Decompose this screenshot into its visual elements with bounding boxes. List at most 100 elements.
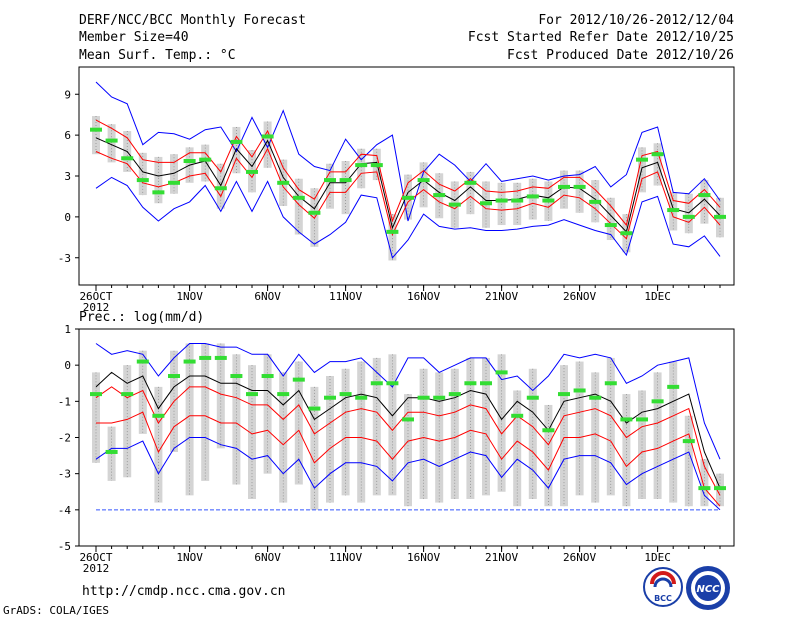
observation-marker <box>183 359 196 364</box>
observation-marker <box>152 190 165 195</box>
observation-marker <box>105 138 118 143</box>
ensemble-bar <box>419 162 428 208</box>
ncc-logo-text: NCC <box>696 584 720 595</box>
y-tick-label: 0 <box>64 359 71 372</box>
observation-marker <box>573 388 586 393</box>
ensemble-bar <box>606 357 615 496</box>
observation-marker <box>308 406 321 411</box>
observation-marker <box>526 194 539 199</box>
observation-marker <box>542 198 555 203</box>
ensemble-mean-line <box>95 137 721 233</box>
observation-marker <box>261 374 274 379</box>
ensemble-bar <box>170 154 178 194</box>
forecast-period: For 2012/10/26-2012/12/04 <box>538 13 734 28</box>
observation-marker <box>324 178 336 183</box>
ensemble-bar <box>263 121 272 168</box>
ensemble-bar <box>357 148 366 189</box>
observation-marker <box>604 381 617 386</box>
observation-marker <box>402 195 414 200</box>
x-tick-label: 16NOV <box>407 551 440 564</box>
precip-chart-title: Prec.: log(mm/d) <box>79 310 204 325</box>
y-tick-label: -3 <box>58 468 71 481</box>
ensemble-bar <box>404 394 412 507</box>
ensemble-bar <box>700 459 709 507</box>
y-tick-label: 0 <box>64 211 71 224</box>
bcc-logo: BCC <box>643 567 683 607</box>
x-tick-label: 21NOV <box>485 551 518 564</box>
observation-marker <box>511 413 524 418</box>
observation-marker <box>277 392 290 397</box>
ensemble-bar <box>497 354 506 492</box>
precipitation-chart: 1 0 -1 -2 -3 -4 -5 26OCT 1NOV 6NOV 11NOV 16NOV 21NOV… <box>58 323 735 575</box>
observation-marker <box>636 417 648 422</box>
observation-marker <box>246 169 258 174</box>
observation-marker <box>495 198 508 203</box>
observation-marker <box>620 231 633 236</box>
y-tick-label: 9 <box>64 88 71 101</box>
y-tick-label: -5 <box>58 540 71 553</box>
observation-marker <box>136 178 149 183</box>
observation-marker <box>651 399 664 404</box>
observation-marker <box>90 392 102 397</box>
ensemble-bar <box>669 361 678 503</box>
observation-marker <box>480 201 492 206</box>
upper-spread-line <box>95 386 721 496</box>
y-tick-label: -3 <box>58 252 71 265</box>
observation-marker <box>199 355 212 360</box>
observation-marker <box>230 139 243 144</box>
ensemble-bar <box>138 350 147 434</box>
fcst-start-date: Fcst Started Refer Date 2012/10/25 <box>468 30 734 45</box>
observation-marker <box>292 377 305 382</box>
y-tick-label: 1 <box>64 323 71 336</box>
observation-marker <box>261 134 274 139</box>
fcst-produced-date: Fcst Produced Date 2012/10/26 <box>507 48 734 63</box>
x-tick-label: 1NOV <box>176 551 203 564</box>
observation-marker <box>230 374 243 379</box>
upper-spread-line <box>95 119 721 227</box>
ensemble-bar <box>684 193 693 234</box>
observation-marker <box>90 127 102 132</box>
member-size-label: Member Size=40 <box>79 30 189 45</box>
temperature-chart: 9 6 3 0 -3 26OCT 1NOV 6NOV 11NOV 16NOV 21NOV 26NOV 1… <box>58 66 735 314</box>
observation-marker <box>495 370 508 375</box>
ensemble-bar <box>326 163 334 209</box>
x-tick-label: 1DEC <box>644 551 671 564</box>
ensemble-bar <box>263 354 272 474</box>
observation-marker <box>168 374 180 379</box>
source-url[interactable]: http://cmdp.ncc.cma.gov.cn <box>82 584 286 599</box>
ensemble-bar <box>279 372 288 503</box>
ensemble-bar <box>216 343 225 449</box>
ensemble-bar <box>528 178 537 220</box>
x-tick-label: 6NOV <box>254 290 281 303</box>
ensemble-bar <box>528 368 537 499</box>
x-tick-label: 21NOV <box>485 290 518 303</box>
ensemble-bar <box>560 365 568 507</box>
observation-marker <box>542 428 555 433</box>
observation-marker <box>714 486 726 491</box>
min-envelope-line <box>95 437 721 511</box>
observation-marker <box>620 417 633 422</box>
ensemble-bar <box>419 368 428 499</box>
observation-marker <box>402 417 414 422</box>
ensemble-bar <box>482 357 490 496</box>
x-tick-label: 1DEC <box>644 290 671 303</box>
ensemble-bar <box>232 354 241 485</box>
observation-marker <box>464 180 477 185</box>
temp-chart-title: Mean Surf. Temp.: °C <box>79 48 236 63</box>
ensemble-bar <box>123 365 132 478</box>
observation-marker <box>558 392 570 397</box>
ensemble-bar <box>201 343 210 481</box>
x-tick-label: 26OCT <box>79 290 112 303</box>
max-envelope-line <box>95 343 721 460</box>
observation-marker <box>448 202 461 207</box>
ensemble-bar <box>107 124 116 163</box>
observation-marker <box>121 392 134 397</box>
x-tick-label: 16NOV <box>407 290 440 303</box>
ncc-logo: NCC <box>686 566 730 610</box>
observation-marker <box>308 210 321 215</box>
observation-marker <box>292 195 305 200</box>
observation-marker <box>589 199 602 204</box>
observation-marker <box>417 395 430 400</box>
observation-marker <box>604 223 617 228</box>
observation-marker <box>682 439 695 444</box>
